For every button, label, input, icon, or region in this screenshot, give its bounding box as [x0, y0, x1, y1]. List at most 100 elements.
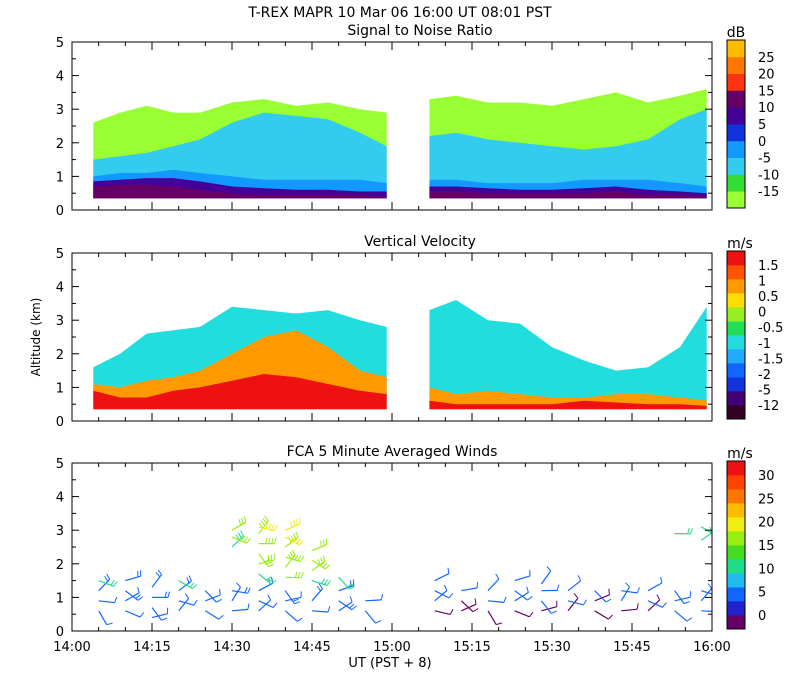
y-tick-label: 2	[56, 348, 64, 363]
colorbars: -15-10-50510152025-12-5-2-1.5-1-0.500.51…	[726, 39, 783, 630]
wind-barb-flag	[135, 594, 141, 599]
colorbar-label: 10	[758, 101, 775, 116]
wind-barb-flag	[155, 571, 161, 578]
colorbar-label: 0.5	[758, 290, 779, 305]
wind-barb-flag	[246, 538, 251, 544]
wind-barb	[151, 574, 163, 588]
wind-barb	[285, 596, 302, 602]
colorbar-swatch	[727, 377, 745, 392]
wind-barb-flag	[260, 520, 266, 526]
wind-barb-flag	[320, 561, 326, 567]
y-tick-label: 5	[56, 457, 64, 472]
wind-barb-flag	[298, 540, 304, 546]
colorbar-label: 5	[758, 118, 766, 133]
wind-barb-flag	[476, 581, 479, 588]
wind-barb-flag	[219, 589, 221, 596]
wind-barb-flag	[293, 533, 297, 540]
wind-barb	[284, 610, 298, 622]
wind-barb-flag	[241, 517, 244, 524]
wind-barb-flag	[267, 594, 272, 601]
wind-barb-flag	[243, 516, 247, 523]
data-layer-1-seg-1	[429, 109, 707, 199]
wind-barb	[567, 580, 581, 592]
colorbar-swatch	[727, 90, 745, 108]
wind-barb-flag	[323, 539, 325, 546]
x-tick-label: 14:15	[133, 640, 170, 655]
data-layer-2-seg-1	[429, 400, 707, 410]
wind-barb-flag	[289, 551, 294, 558]
wind-barb	[540, 600, 552, 614]
wind-barb-flag	[380, 593, 384, 601]
wind-barb-flag	[157, 569, 162, 575]
y-tick-label: 3	[56, 314, 64, 329]
wind-barb	[364, 610, 377, 624]
wind-barb-flag	[184, 593, 190, 599]
y-tick-label: 4	[56, 70, 64, 85]
wind-barb-flag	[193, 599, 198, 606]
colorbar-swatch	[727, 174, 745, 192]
wind-barb-flag	[237, 532, 242, 539]
colorbar-swatch	[727, 601, 745, 616]
wind-barb	[125, 592, 140, 602]
wind-barb-flag	[625, 582, 630, 588]
wind-barb-flag	[161, 617, 168, 621]
wind-barb	[285, 523, 301, 531]
x-tick-label: 15:15	[453, 640, 490, 655]
plot-frame	[71, 462, 713, 632]
wind-barb	[258, 553, 269, 567]
wind-barb-flag	[264, 515, 269, 522]
wind-barb-flag	[573, 593, 579, 599]
wind-barb-flag	[292, 598, 299, 602]
wind-barb-flag	[294, 571, 298, 578]
wind-barb-flag	[690, 527, 693, 534]
colorbar-swatch	[727, 587, 745, 602]
colorbar-swatch	[727, 265, 745, 280]
wind-barb-flag	[325, 564, 331, 570]
wind-barb-flag	[546, 566, 552, 572]
colorbar-label: 1.5	[758, 259, 779, 274]
wind-barb-flag	[265, 537, 268, 544]
wind-barb	[151, 613, 168, 619]
data-layer-4-seg-0	[93, 184, 387, 199]
wind-barb-flag	[327, 606, 331, 613]
wind-barb	[258, 600, 274, 609]
colorbar-label: -2	[758, 368, 771, 383]
y-tick-label: 4	[56, 491, 64, 506]
wind-barb-flag	[238, 519, 242, 526]
wind-barb-flag	[188, 575, 192, 582]
wind-barb-flag	[296, 519, 298, 526]
wind-barb-flag	[270, 524, 275, 531]
snr-unit: dB	[727, 25, 746, 41]
wind-barb	[540, 570, 552, 585]
colorbar-label: -12	[758, 399, 779, 414]
wind-barb-flag	[300, 556, 305, 562]
wind-barb	[204, 590, 217, 603]
wind-barb-flag	[240, 530, 244, 537]
wind-barb-flag	[294, 554, 299, 561]
wind-barb-flag	[608, 588, 610, 595]
colorbar-swatch	[727, 363, 745, 378]
colorbar-swatch	[727, 107, 745, 125]
colorbar-swatch	[727, 531, 745, 546]
wind-barb	[284, 590, 295, 605]
plot-area	[93, 42, 707, 210]
wind-unit: m/s	[727, 446, 753, 462]
wind-barb-flag	[265, 523, 269, 529]
wind-barb-flag	[113, 581, 118, 587]
colorbar-label: 5	[758, 586, 766, 601]
colorbar-swatch	[727, 517, 745, 532]
wind-barb-flag	[291, 549, 296, 555]
colorbar-label: 15	[758, 84, 775, 99]
x-tick-label: 15:30	[533, 640, 570, 655]
wind-barb	[231, 521, 247, 531]
wind-barb	[434, 590, 450, 599]
y-axis-label: Altitude (km)	[29, 298, 43, 377]
wind-barb	[204, 610, 220, 620]
wind-barb-flag	[273, 525, 278, 531]
colorbar-label: -1	[758, 337, 771, 352]
wind-barb-flag	[298, 517, 301, 524]
colorbar-label: 20	[758, 68, 775, 83]
wind-barb-flag	[717, 590, 720, 595]
wind-barb	[621, 590, 638, 594]
